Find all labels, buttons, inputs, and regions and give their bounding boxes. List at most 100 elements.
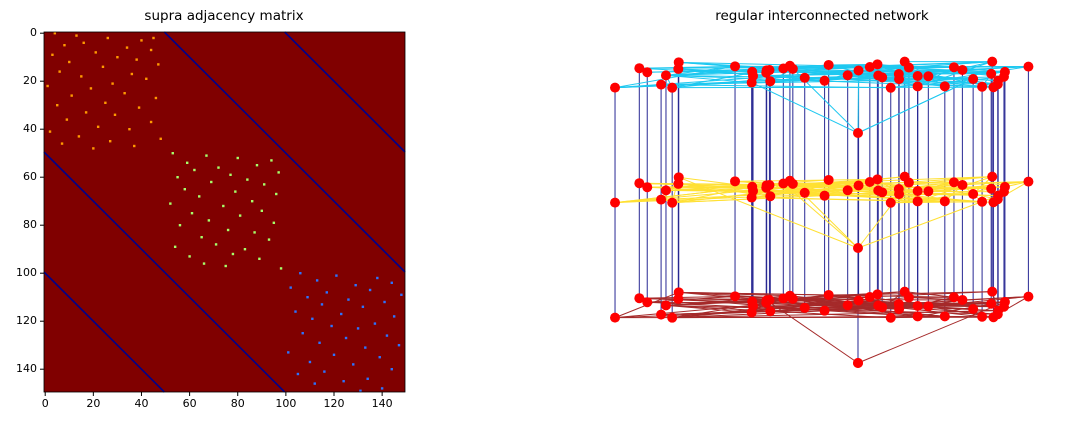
matrix-cell bbox=[251, 200, 253, 202]
node bbox=[940, 81, 950, 91]
matrix-cell bbox=[256, 164, 258, 166]
node bbox=[1000, 297, 1010, 307]
node bbox=[988, 82, 998, 92]
matrix-cell bbox=[253, 231, 255, 233]
node bbox=[904, 178, 914, 188]
matrix-cell bbox=[342, 380, 344, 382]
matrix-cell bbox=[138, 106, 140, 108]
matrix-cell bbox=[335, 274, 337, 276]
matrix-cell bbox=[150, 121, 152, 123]
matrix-cell bbox=[61, 142, 63, 144]
matrix-cell bbox=[289, 286, 291, 288]
matrix-cell bbox=[244, 248, 246, 250]
matrix-cell bbox=[386, 334, 388, 336]
matrix-cell bbox=[381, 387, 383, 389]
matrix-cell bbox=[273, 222, 275, 224]
node bbox=[661, 185, 671, 195]
matrix-cell bbox=[90, 87, 92, 89]
node bbox=[853, 243, 863, 253]
matrix-cell bbox=[302, 332, 304, 334]
node bbox=[824, 175, 834, 185]
matrix-cell bbox=[51, 54, 53, 56]
y-tick-label: 120 bbox=[16, 314, 37, 327]
matrix-cell bbox=[225, 265, 227, 267]
y-tick-label: 20 bbox=[23, 74, 37, 87]
matrix-cell bbox=[229, 174, 231, 176]
matrix-cell bbox=[179, 224, 181, 226]
matrix-cell bbox=[364, 346, 366, 348]
node bbox=[949, 62, 959, 72]
matrix-cell bbox=[333, 354, 335, 356]
matrix-cell bbox=[326, 291, 328, 293]
x-tick-label: 0 bbox=[42, 397, 49, 410]
node bbox=[674, 172, 684, 182]
node bbox=[987, 57, 997, 67]
matrix-cell bbox=[263, 183, 265, 185]
matrix-cell bbox=[155, 97, 157, 99]
matrix-cell bbox=[157, 63, 159, 65]
matrix-cell bbox=[318, 342, 320, 344]
matrix-cell bbox=[58, 70, 60, 72]
node bbox=[904, 63, 914, 73]
matrix-cell bbox=[391, 368, 393, 370]
node bbox=[872, 174, 882, 184]
matrix-cell bbox=[140, 39, 142, 41]
matrix-cell bbox=[400, 294, 402, 296]
matrix-cell bbox=[239, 214, 241, 216]
node bbox=[957, 180, 967, 190]
node bbox=[853, 358, 863, 368]
node bbox=[913, 81, 923, 91]
node bbox=[820, 191, 830, 201]
matrix-cell bbox=[352, 363, 354, 365]
node bbox=[894, 299, 904, 309]
node bbox=[761, 298, 771, 308]
node bbox=[986, 69, 996, 79]
matrix-cell bbox=[133, 145, 135, 147]
node bbox=[656, 80, 666, 90]
matrix-cell bbox=[193, 169, 195, 171]
node bbox=[747, 297, 757, 307]
matrix-cell bbox=[46, 85, 48, 87]
matrix-cell bbox=[176, 176, 178, 178]
node bbox=[853, 128, 863, 138]
node bbox=[765, 76, 775, 86]
matrix-cell bbox=[205, 154, 207, 156]
node bbox=[1000, 67, 1010, 77]
node bbox=[674, 287, 684, 297]
matrix-cell bbox=[198, 195, 200, 197]
matrix-cell bbox=[311, 318, 313, 320]
matrix-cell bbox=[200, 236, 202, 238]
matrix-cell bbox=[330, 325, 332, 327]
matrix-cell bbox=[345, 337, 347, 339]
matrix-cell bbox=[347, 298, 349, 300]
matrix-cell bbox=[152, 37, 154, 39]
matrix-cell bbox=[75, 34, 77, 36]
node bbox=[923, 186, 933, 196]
matrix-cell bbox=[102, 66, 104, 68]
matrix-cell bbox=[287, 351, 289, 353]
network-title: regular interconnected network bbox=[715, 8, 929, 24]
node bbox=[913, 311, 923, 321]
node bbox=[968, 74, 978, 84]
matrix-cell bbox=[234, 190, 236, 192]
node bbox=[667, 313, 677, 323]
node bbox=[873, 185, 883, 195]
x-tick-label: 80 bbox=[231, 397, 245, 410]
matrix-cell bbox=[376, 277, 378, 279]
matrix-cell bbox=[188, 255, 190, 257]
matrix-cell bbox=[316, 279, 318, 281]
matrix-cell bbox=[186, 162, 188, 164]
matrix-cell bbox=[323, 370, 325, 372]
matrix-cell bbox=[215, 243, 217, 245]
network bbox=[610, 57, 1033, 368]
node bbox=[940, 311, 950, 321]
node bbox=[986, 184, 996, 194]
node bbox=[667, 198, 677, 208]
node bbox=[923, 71, 933, 81]
node bbox=[761, 183, 771, 193]
node bbox=[730, 61, 740, 71]
matrix-cell bbox=[174, 246, 176, 248]
node bbox=[667, 83, 677, 93]
matrix-cell bbox=[66, 118, 68, 120]
matrix-cell bbox=[258, 258, 260, 260]
